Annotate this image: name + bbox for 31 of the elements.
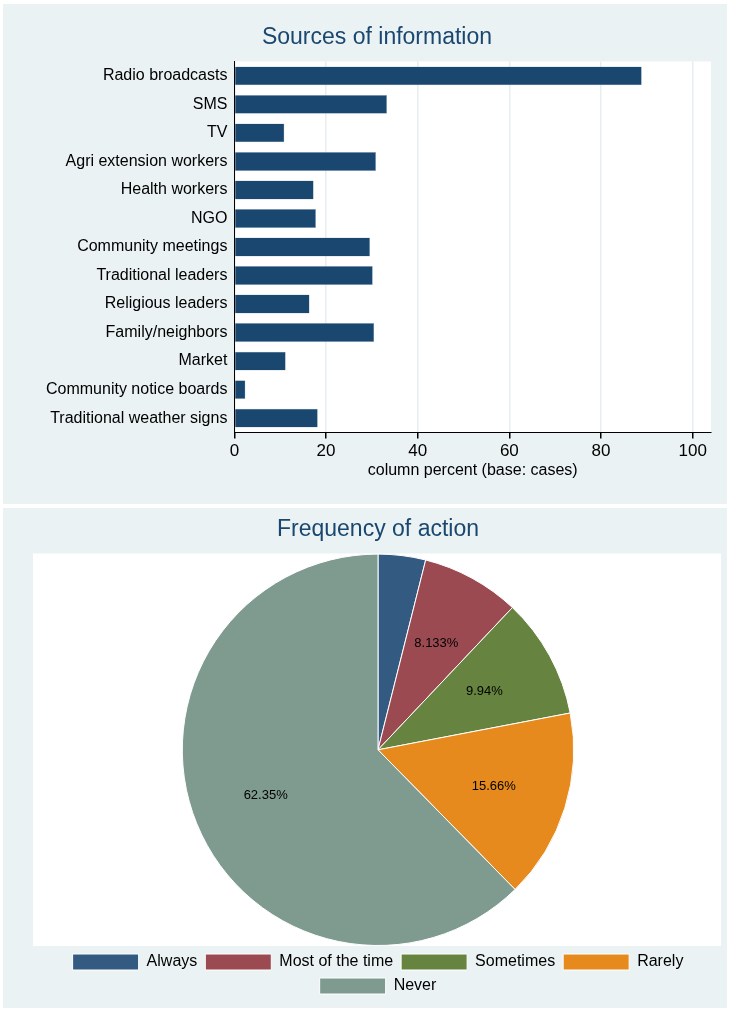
y-tick-label: Traditional leaders: [96, 265, 228, 283]
legend-label: Rarely: [637, 952, 684, 970]
data-label: 15.66%: [471, 777, 517, 793]
x-tick-label: 80: [591, 441, 611, 461]
y-tick-label: Traditional weather signs: [50, 408, 228, 426]
y-tick-label: Community notice boards: [45, 380, 228, 398]
data-label: 9.94%: [465, 683, 504, 699]
x-tick-label: 60: [499, 441, 519, 461]
x-axis-title: column percent (base: cases): [367, 460, 578, 478]
data-label: 62.35%: [243, 787, 289, 803]
y-tick-label: Family/neighbors: [105, 322, 228, 340]
legend-label: Never: [393, 976, 438, 994]
chart-title: Frequency of action: [276, 515, 480, 542]
y-tick-label: Agri extension workers: [65, 151, 228, 169]
y-tick-label: Market: [178, 351, 228, 369]
y-tick-label: Community meetings: [77, 237, 228, 255]
y-tick-label: Radio broadcasts: [102, 66, 228, 84]
y-tick-label: TV: [206, 123, 228, 141]
y-tick-label: Religious leaders: [104, 294, 228, 312]
y-tick-label: NGO: [190, 208, 228, 226]
legend-label: Sometimes: [475, 952, 556, 970]
x-tick-label: 100: [678, 441, 707, 461]
data-label: 8.133%: [414, 634, 459, 650]
y-tick-label: SMS: [192, 94, 228, 112]
chart-title: Sources of information: [261, 23, 493, 50]
x-tick-label: 20: [316, 441, 336, 461]
x-tick-label: 40: [408, 441, 428, 461]
y-tick-label: Health workers: [120, 180, 228, 198]
legend-label: Always: [146, 952, 198, 970]
x-tick-label: 0: [229, 441, 240, 461]
legend-label: Most of the time: [279, 952, 394, 970]
